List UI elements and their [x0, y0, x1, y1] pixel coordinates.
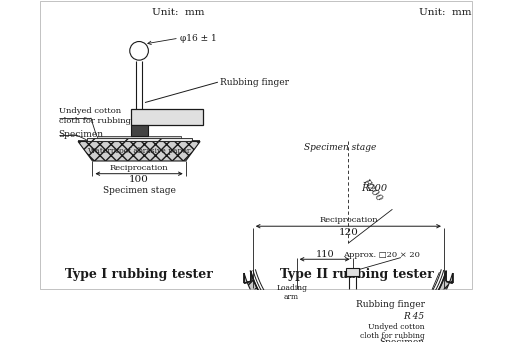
Text: Rubbing finger: Rubbing finger — [220, 78, 289, 87]
Text: R 45: R 45 — [403, 312, 424, 321]
Circle shape — [290, 301, 304, 314]
Text: Approx. □20 × 20: Approx. □20 × 20 — [344, 251, 420, 259]
Bar — [97, 136, 181, 138]
Text: Waterproof abrasive paper: Waterproof abrasive paper — [88, 147, 190, 155]
Text: Loading
arm: Loading arm — [276, 284, 307, 301]
Bar — [296, 303, 353, 312]
Text: 120: 120 — [338, 228, 358, 237]
Text: Specimen stage: Specimen stage — [304, 143, 376, 152]
Text: Undyed cotton
cloth for rubbing: Undyed cotton cloth for rubbing — [360, 323, 424, 340]
Polygon shape — [244, 271, 453, 342]
Bar — [131, 109, 203, 124]
Text: Loading arm: Loading arm — [135, 113, 198, 121]
Text: Undyed cotton
cloth for rubbing: Undyed cotton cloth for rubbing — [58, 107, 131, 125]
Text: R200: R200 — [361, 184, 387, 193]
Bar — [346, 268, 359, 276]
Text: Specimen: Specimen — [379, 338, 424, 342]
Text: Specimen: Specimen — [58, 130, 104, 139]
Bar — [87, 138, 191, 142]
Text: Type II rubbing tester: Type II rubbing tester — [280, 268, 434, 281]
Text: 100: 100 — [129, 175, 149, 184]
Bar — [131, 124, 147, 136]
Text: Unit:  mm: Unit: mm — [419, 8, 471, 17]
Text: Specimen stage: Specimen stage — [102, 186, 176, 195]
Text: Reciprocation: Reciprocation — [110, 164, 168, 172]
Bar — [347, 331, 358, 342]
Text: Unit:  mm: Unit: mm — [152, 8, 204, 17]
Circle shape — [130, 41, 148, 60]
Text: 110: 110 — [315, 250, 334, 259]
Polygon shape — [78, 142, 200, 161]
Circle shape — [351, 337, 355, 341]
Text: R200: R200 — [360, 177, 383, 203]
Text: φ16 ± 1: φ16 ± 1 — [180, 34, 217, 43]
Text: Type I rubbing tester: Type I rubbing tester — [65, 268, 213, 281]
Text: Reciprocation: Reciprocation — [319, 216, 378, 224]
Text: Rubbing finger: Rubbing finger — [356, 300, 424, 309]
